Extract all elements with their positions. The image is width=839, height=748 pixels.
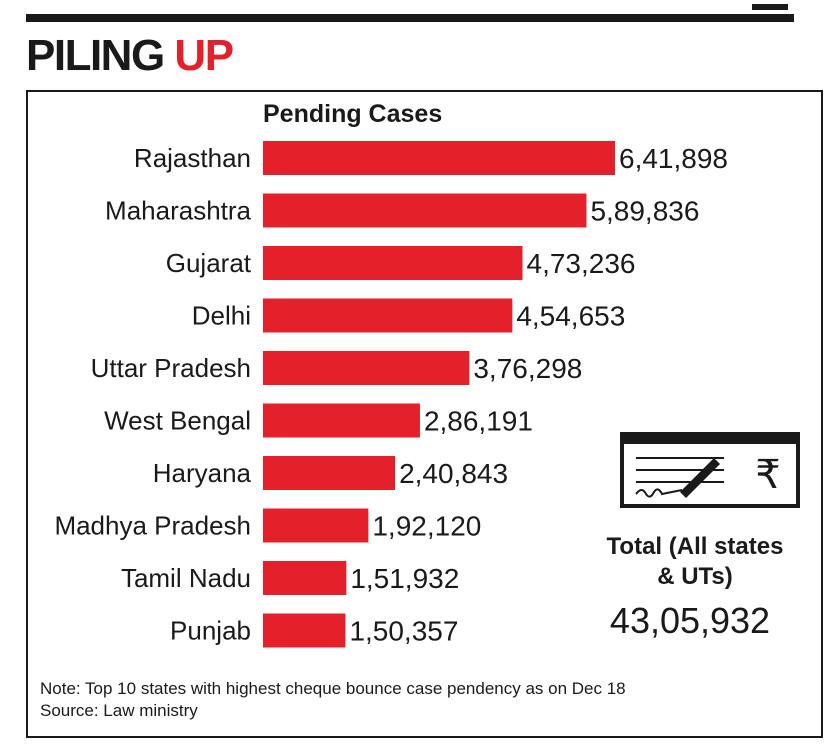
total-value: 43,05,932 <box>609 600 771 641</box>
total-title: Total (All states & UTs) <box>580 532 810 592</box>
value-label: 6,41,898 <box>619 143 728 174</box>
headline-word-2: UP <box>174 31 234 80</box>
category-label: Tamil Nadu <box>121 563 251 593</box>
bar-punjab <box>263 613 346 648</box>
bar-uttar-pradesh <box>263 351 470 385</box>
category-label: Haryana <box>153 458 252 488</box>
chart-frame <box>26 90 823 738</box>
top-rule <box>26 14 794 22</box>
category-label: Uttar Pradesh <box>91 353 251 383</box>
category-label: West Bengal <box>104 406 251 436</box>
source-text: Source: Law ministry <box>40 701 198 720</box>
bar-maharashtra <box>263 193 587 228</box>
bar-haryana <box>263 456 396 490</box>
category-label: Gujarat <box>166 248 252 278</box>
bar-delhi <box>263 298 513 333</box>
cheque-rupee-icon: ₹ <box>620 432 800 508</box>
category-label: Punjab <box>170 616 251 646</box>
category-label: Madhya Pradesh <box>54 511 251 541</box>
value-label: 4,54,653 <box>516 301 625 332</box>
bar-tamil-nadu <box>263 561 347 595</box>
value-label: 1,51,932 <box>350 563 459 594</box>
headline: PILING UP <box>26 30 234 82</box>
category-label: Delhi <box>192 301 251 331</box>
bar-rajasthan <box>263 141 615 175</box>
category-label: Rajasthan <box>134 143 251 173</box>
value-label: 4,73,236 <box>527 248 636 279</box>
bar-west-bengal <box>263 403 420 438</box>
bar-gujarat <box>263 246 523 280</box>
value-label: 1,92,120 <box>372 511 481 542</box>
notes: Note: Top 10 states with highest cheque … <box>40 678 626 722</box>
headline-word-1: PILING <box>26 31 165 80</box>
corner-mark <box>752 4 788 10</box>
note-text: Note: Top 10 states with highest cheque … <box>40 679 626 698</box>
rupee-symbol: ₹ <box>755 452 780 498</box>
value-label: 1,50,357 <box>349 616 458 647</box>
value-label: 2,40,843 <box>399 458 508 489</box>
chart-title: Pending Cases <box>263 100 443 128</box>
bar-madhya-pradesh <box>263 508 369 543</box>
category-label: Maharashtra <box>105 196 251 226</box>
total-title-line-2: & UTs) <box>657 563 733 590</box>
value-label: 5,89,836 <box>590 196 699 227</box>
total-title-line-1: Total (All states <box>606 533 784 560</box>
value-label: 3,76,298 <box>473 353 582 384</box>
value-label: 2,86,191 <box>424 406 533 437</box>
